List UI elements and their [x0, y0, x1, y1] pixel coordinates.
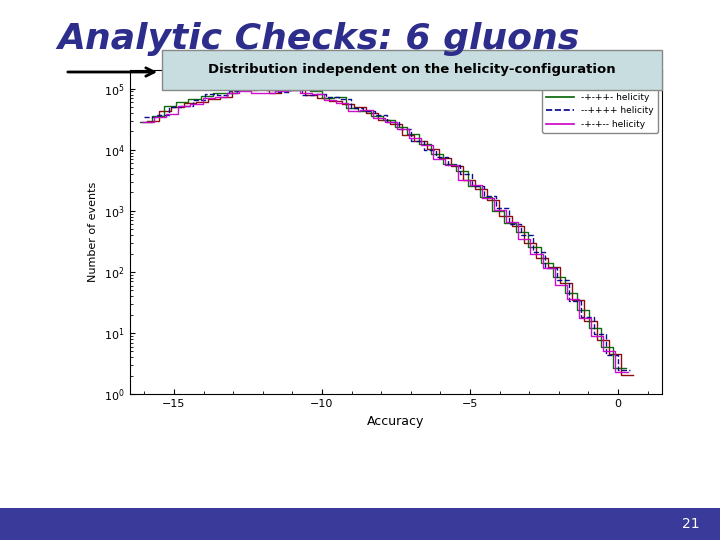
Text: Distribution independent on the helicity-configuration: Distribution independent on the helicity…	[208, 64, 616, 77]
Y-axis label: Number of events: Number of events	[89, 182, 99, 282]
Legend: -+-++- helicity, -+-++- helicity, --++++ helicity, -+-+-- helicity: -+-++- helicity, -+-++- helicity, --++++…	[542, 75, 658, 133]
Text: Analytic Checks: 6 gluons: Analytic Checks: 6 gluons	[58, 22, 580, 56]
Bar	[0, 508, 720, 540]
X-axis label: Accuracy: Accuracy	[367, 415, 425, 428]
Text: 21: 21	[683, 517, 700, 531]
FancyBboxPatch shape	[162, 50, 662, 90]
Title: Accuracy of the rational part: Accuracy of the rational part	[311, 55, 481, 68]
